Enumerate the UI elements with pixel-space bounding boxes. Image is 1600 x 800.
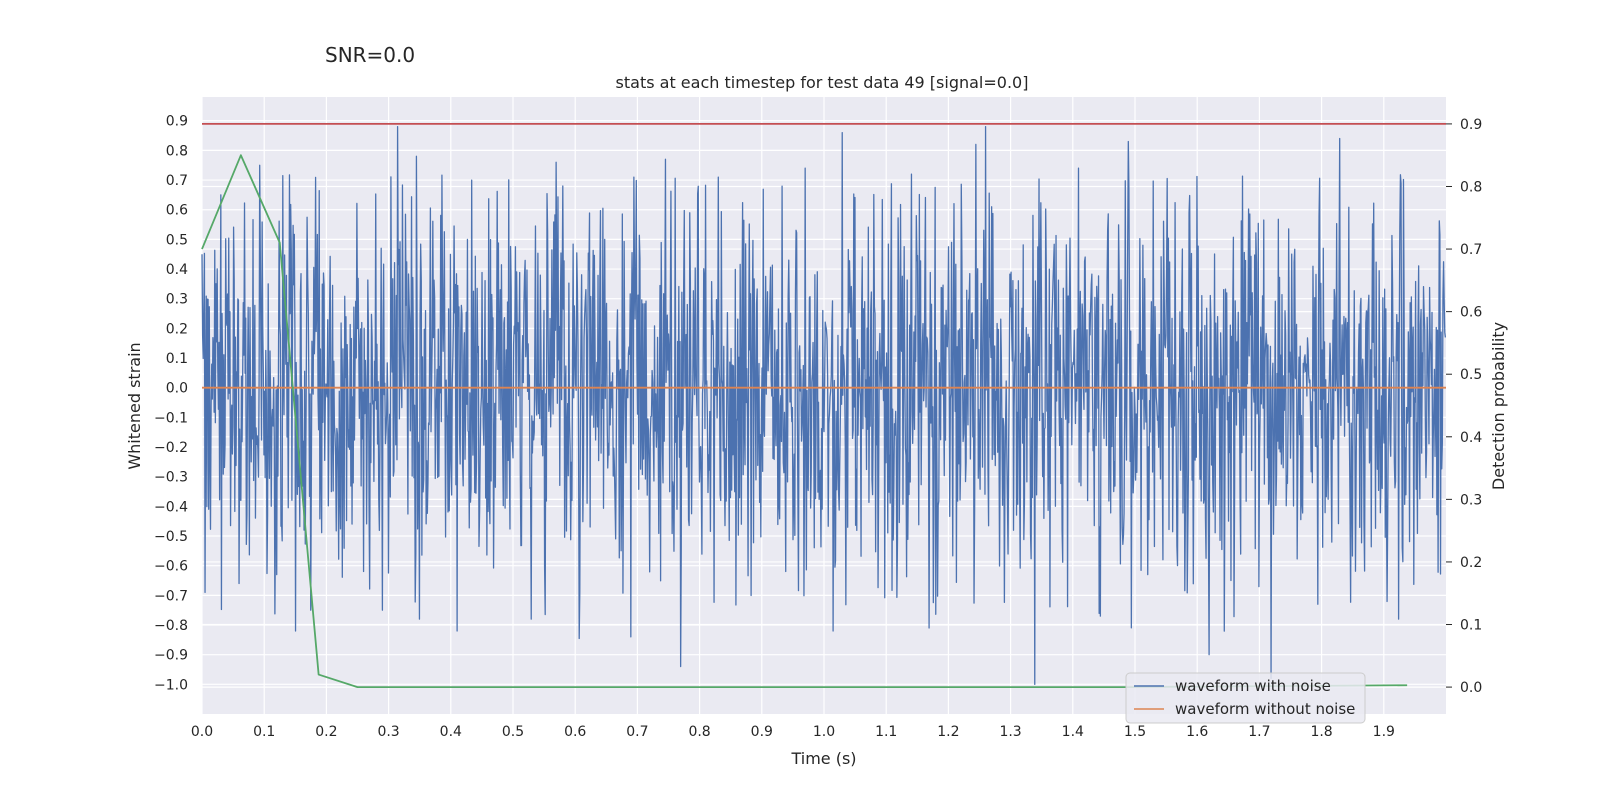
x-axis-ticks: 0.0 0.1 0.2 0.3 0.4 0.5 0.6 0.7 0.8 0.9 1.0 1.1 1.2 1…	[191, 724, 1395, 740]
series-line-detection-probability	[201, 154, 1408, 688]
y-left-tick-label: −0.4	[154, 499, 188, 515]
x-tick-label: 0.1	[253, 724, 275, 740]
y-right-tick-label: 0.6	[1460, 305, 1482, 321]
y-left-tick-label: −0.2	[154, 440, 188, 456]
y-right-axis-label: Detection probability	[1489, 322, 1508, 490]
x-tick-label: 1.7	[1248, 724, 1270, 740]
legend-label-noise: waveform with noise	[1175, 677, 1331, 695]
series-layer	[201, 123, 1447, 688]
y-left-tick-label: −0.9	[154, 648, 188, 664]
legend-box	[1125, 672, 1366, 724]
y-right-tick-label: 0.2	[1460, 555, 1482, 571]
y-left-tick-label: 0.6	[166, 203, 188, 219]
y-left-tick-label: 0.8	[166, 143, 188, 159]
y-right-tick-label: 0.7	[1460, 242, 1482, 258]
y-left-tick-label: −0.1	[154, 410, 188, 426]
y-right-tick-label: 0.9	[1460, 117, 1482, 133]
y-right-tick-label: 0.0	[1460, 680, 1482, 696]
x-tick-label: 0.5	[502, 724, 524, 740]
y-left-tick-label: 0.7	[166, 173, 188, 189]
x-tick-label: 1.4	[1062, 724, 1084, 740]
x-tick-label: 0.6	[564, 724, 586, 740]
x-tick-label: 0.8	[688, 724, 710, 740]
legend-label-clean: waveform without noise	[1175, 700, 1355, 718]
y-left-tick-label: 0.5	[166, 232, 188, 248]
y-left-tick-label: −0.5	[154, 529, 188, 545]
x-tick-label: 0.7	[626, 724, 648, 740]
x-tick-label: 1.2	[937, 724, 959, 740]
x-tick-label: 1.3	[999, 724, 1021, 740]
y-left-tick-label: −0.7	[154, 588, 188, 604]
x-tick-label: 1.6	[1186, 724, 1208, 740]
x-tick-label: 1.1	[875, 724, 897, 740]
y-left-axis-label: Whitened strain	[125, 342, 144, 469]
x-tick-label: 1.9	[1373, 724, 1395, 740]
chart-title: stats at each timestep for test data 49 …	[616, 73, 1029, 92]
snr-label: SNR=0.0	[325, 43, 415, 67]
y-left-tick-label: 0.9	[166, 114, 188, 130]
y-left-tick-label: 0.1	[166, 351, 188, 367]
y-left-tick-label: 0.0	[166, 381, 188, 397]
x-axis-label: Time (s)	[790, 749, 856, 768]
y-left-tick-label: −0.6	[154, 559, 188, 575]
y-right-tick-label: 0.1	[1460, 618, 1482, 634]
x-tick-label: 0.9	[751, 724, 773, 740]
x-tick-label: 1.0	[813, 724, 835, 740]
y-left-tick-label: −1.0	[154, 677, 188, 693]
y-right-tick-label: 0.4	[1460, 430, 1482, 446]
y-left-tick-label: 0.3	[166, 292, 188, 308]
y-right-tick-label: 0.5	[1460, 367, 1482, 383]
y-right-tick-label: 0.8	[1460, 179, 1482, 195]
x-tick-label: 0.2	[315, 724, 337, 740]
y-left-tick-label: 0.4	[166, 262, 188, 278]
x-tick-label: 0.3	[377, 724, 399, 740]
series-line-waveform-with-noise	[201, 126, 1447, 685]
y-right-tick-label: 0.3	[1460, 492, 1482, 508]
y-left-tick-label: −0.8	[154, 618, 188, 634]
x-tick-label: 1.8	[1310, 724, 1332, 740]
y-left-tick-label: −0.3	[154, 470, 188, 486]
x-tick-label: 0.4	[440, 724, 462, 740]
x-tick-label: 0.0	[191, 724, 213, 740]
y-left-tick-label: 0.2	[166, 321, 188, 337]
x-tick-label: 1.5	[1124, 724, 1146, 740]
legend: waveform with noise waveform without noi…	[1125, 672, 1366, 724]
y-right-axis-ticks: 0.9 0.8 0.7 0.6 0.5 0.4 0.3 0.2 0.1 0.0	[1446, 117, 1482, 696]
y-left-axis-ticks: 0.9 0.8 0.7 0.6 0.5 0.4 0.3 0.2 0.1 0.0 −0.1 −0.2 −0…	[154, 114, 188, 694]
